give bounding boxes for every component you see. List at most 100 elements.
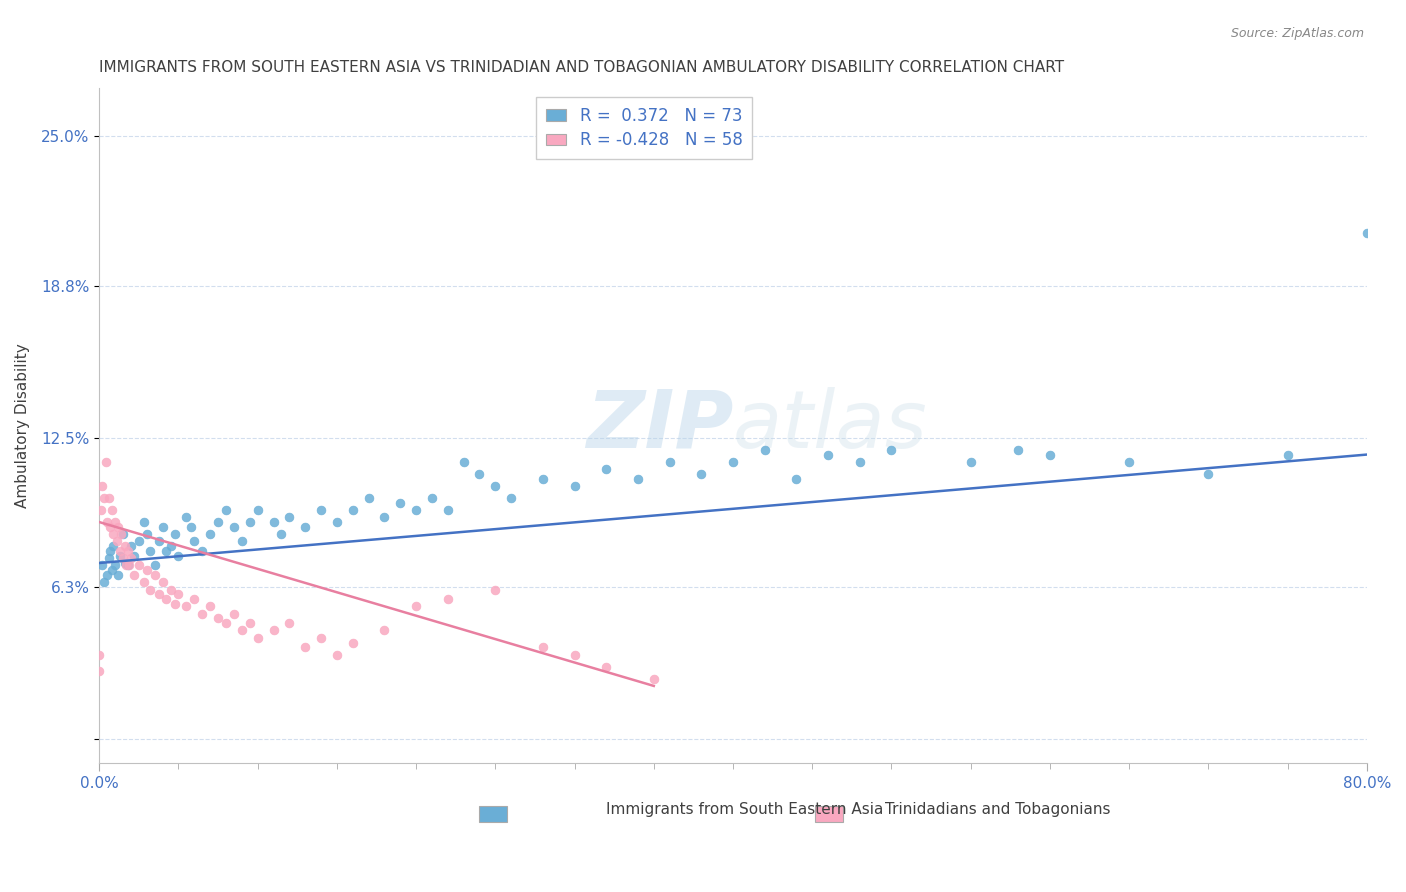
Point bbox=[93, 575, 115, 590]
Point bbox=[198, 599, 221, 614]
Point bbox=[564, 479, 586, 493]
Point bbox=[97, 551, 120, 566]
Point bbox=[167, 587, 190, 601]
Point bbox=[128, 534, 150, 549]
Point bbox=[107, 568, 129, 582]
Point bbox=[176, 510, 198, 524]
Point bbox=[263, 515, 285, 529]
Point bbox=[180, 520, 202, 534]
Point bbox=[122, 568, 145, 582]
Point bbox=[101, 503, 124, 517]
Point bbox=[104, 515, 127, 529]
Point bbox=[721, 455, 744, 469]
Point bbox=[468, 467, 491, 481]
Point bbox=[309, 503, 332, 517]
Point bbox=[139, 582, 162, 597]
Point bbox=[165, 527, 187, 541]
Point bbox=[389, 496, 412, 510]
Point bbox=[155, 592, 177, 607]
Point bbox=[159, 539, 181, 553]
Point bbox=[122, 549, 145, 563]
Point bbox=[183, 592, 205, 607]
Point bbox=[849, 455, 872, 469]
Point bbox=[246, 503, 269, 517]
Point bbox=[91, 558, 114, 573]
Point bbox=[108, 544, 131, 558]
Point bbox=[148, 587, 170, 601]
Point bbox=[246, 631, 269, 645]
Point bbox=[108, 549, 131, 563]
Point bbox=[114, 539, 136, 553]
Point bbox=[135, 527, 157, 541]
Point bbox=[183, 534, 205, 549]
Text: atlas: atlas bbox=[733, 386, 928, 465]
Point bbox=[373, 510, 395, 524]
Point bbox=[89, 648, 111, 662]
Point bbox=[89, 665, 111, 679]
Point bbox=[880, 442, 903, 457]
Point bbox=[128, 558, 150, 573]
Y-axis label: Ambulatory Disability: Ambulatory Disability bbox=[15, 343, 30, 508]
Point bbox=[1007, 442, 1029, 457]
Point bbox=[96, 568, 118, 582]
Point bbox=[132, 515, 155, 529]
Point bbox=[98, 520, 121, 534]
Text: Immigrants from South Eastern Asia: Immigrants from South Eastern Asia bbox=[606, 802, 883, 817]
Point bbox=[484, 479, 506, 493]
Point bbox=[104, 558, 127, 573]
Point bbox=[135, 563, 157, 577]
Point bbox=[405, 599, 427, 614]
Text: Source: ZipAtlas.com: Source: ZipAtlas.com bbox=[1230, 27, 1364, 40]
Point bbox=[167, 549, 190, 563]
Point bbox=[326, 515, 349, 529]
Point bbox=[436, 592, 458, 607]
Point bbox=[215, 616, 238, 631]
Point bbox=[118, 558, 141, 573]
Point bbox=[294, 520, 316, 534]
Point bbox=[110, 527, 132, 541]
Point bbox=[405, 503, 427, 517]
Point bbox=[595, 462, 617, 476]
Point bbox=[531, 640, 554, 655]
Point bbox=[120, 551, 142, 566]
Point bbox=[91, 479, 114, 493]
Text: IMMIGRANTS FROM SOUTH EASTERN ASIA VS TRINIDADIAN AND TOBAGONIAN AMBULATORY DISA: IMMIGRANTS FROM SOUTH EASTERN ASIA VS TR… bbox=[100, 60, 1064, 75]
Point bbox=[94, 455, 117, 469]
Point bbox=[165, 597, 187, 611]
Point bbox=[501, 491, 523, 505]
Point bbox=[564, 648, 586, 662]
Point bbox=[1197, 467, 1219, 481]
Point bbox=[103, 539, 125, 553]
Legend: R =  0.372   N = 73, R = -0.428   N = 58: R = 0.372 N = 73, R = -0.428 N = 58 bbox=[536, 96, 752, 160]
Point bbox=[222, 520, 245, 534]
Point bbox=[1039, 448, 1062, 462]
Point bbox=[111, 551, 134, 566]
Point bbox=[152, 520, 174, 534]
Point bbox=[152, 575, 174, 590]
Point bbox=[159, 582, 181, 597]
Point bbox=[191, 544, 214, 558]
Point bbox=[643, 672, 665, 686]
Point bbox=[115, 558, 138, 573]
Point bbox=[93, 491, 115, 505]
Point bbox=[754, 442, 776, 457]
Point bbox=[270, 527, 292, 541]
Point bbox=[326, 648, 349, 662]
Point bbox=[239, 515, 262, 529]
Point bbox=[231, 624, 253, 638]
Point bbox=[1118, 455, 1140, 469]
Point bbox=[101, 563, 124, 577]
Point bbox=[222, 607, 245, 621]
Point bbox=[309, 631, 332, 645]
Point bbox=[143, 558, 166, 573]
Point bbox=[453, 455, 475, 469]
Point bbox=[785, 472, 807, 486]
Point bbox=[103, 527, 125, 541]
Point bbox=[139, 544, 162, 558]
Point bbox=[117, 544, 139, 558]
Point bbox=[420, 491, 443, 505]
Point bbox=[198, 527, 221, 541]
Text: ZIP: ZIP bbox=[586, 386, 733, 465]
Point bbox=[105, 534, 128, 549]
Point bbox=[484, 582, 506, 597]
